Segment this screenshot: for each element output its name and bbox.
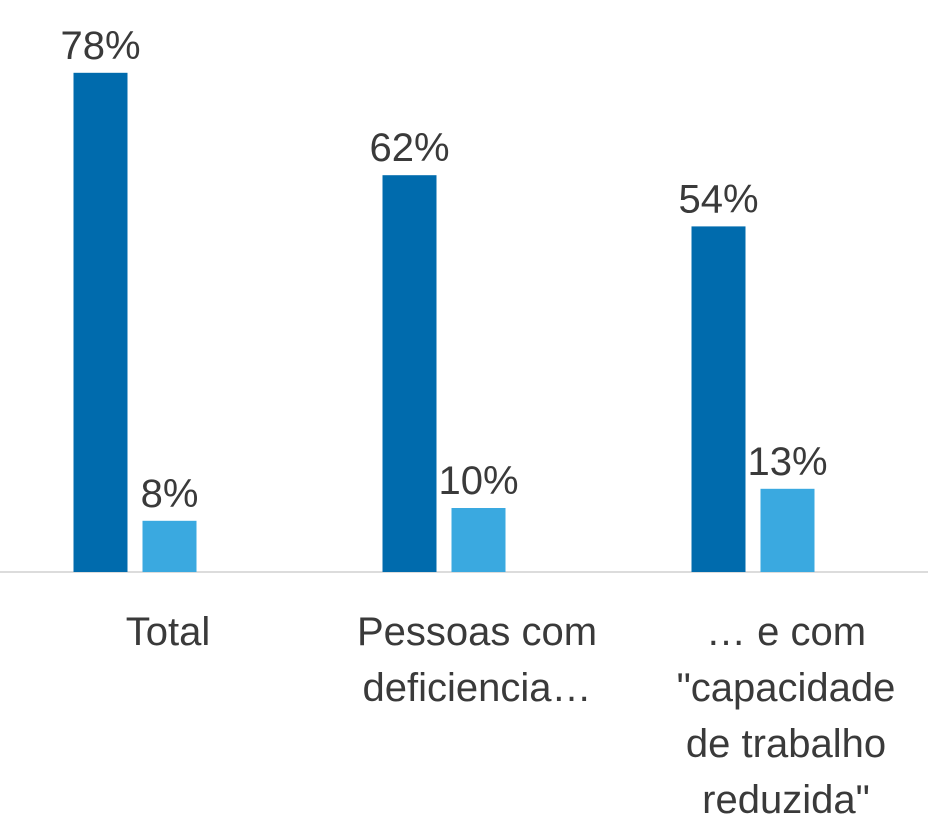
x-tick-label-line: reduzida" <box>702 778 870 815</box>
value-label: 8% <box>141 472 199 516</box>
bar <box>142 520 197 572</box>
value-label: 13% <box>747 440 827 484</box>
bar <box>382 175 437 572</box>
x-tick-label: Total <box>126 610 211 654</box>
x-tick-label-line: Total <box>126 610 211 654</box>
bar <box>451 508 506 572</box>
x-tick-label: … e com "capacidade de trabalho reduzida" <box>677 610 896 815</box>
x-tick-label-line: deficiencia… <box>362 666 591 710</box>
x-tick-label-line: de trabalho <box>686 722 886 766</box>
bar <box>760 488 815 572</box>
x-tick-label-line: … e com <box>706 610 866 654</box>
value-label: 78% <box>60 24 140 68</box>
value-label: 54% <box>678 177 758 221</box>
x-tick-label-line: Pessoas com <box>357 610 597 654</box>
bar <box>691 226 746 572</box>
value-label: 62% <box>369 126 449 170</box>
bar <box>73 72 128 573</box>
x-tick-label-line: "capacidade <box>677 666 896 710</box>
x-tick-label: Pessoas com deficiencia… <box>357 610 597 710</box>
value-label: 10% <box>438 459 518 503</box>
